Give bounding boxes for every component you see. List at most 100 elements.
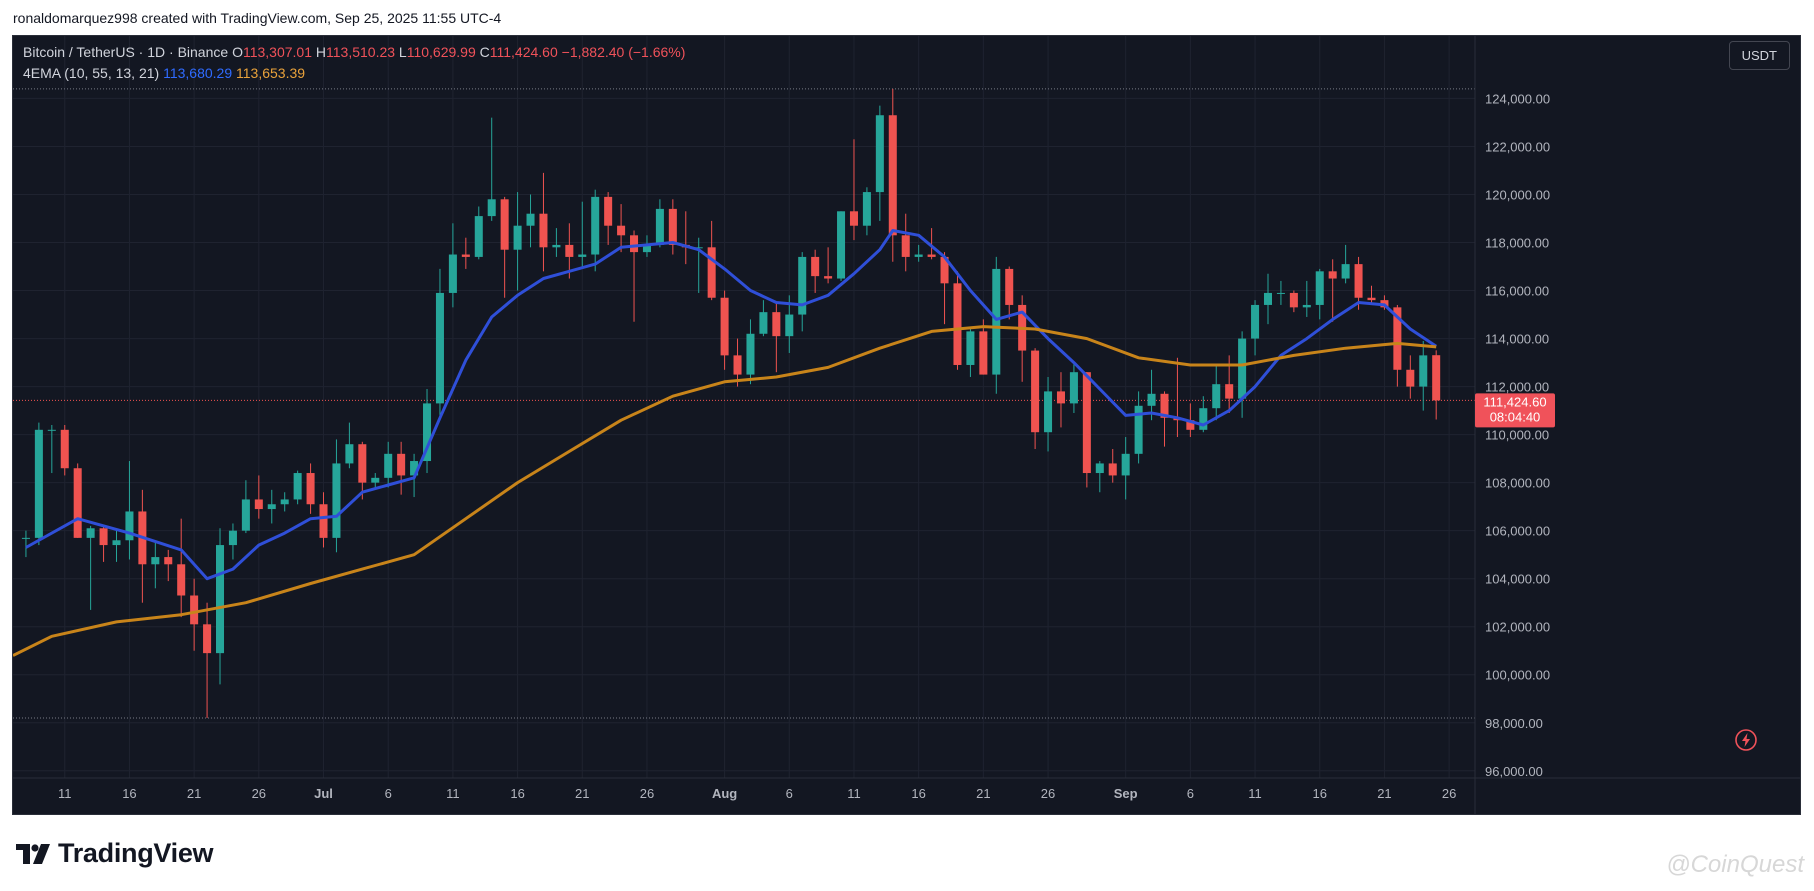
symbol-label[interactable]: Bitcoin / TetherUS · 1D · Binance [23, 44, 229, 60]
candle-body [966, 331, 975, 365]
candle-body [720, 297, 729, 356]
candle-body [992, 268, 1001, 375]
candle-body [1406, 369, 1415, 387]
candle-body [1044, 391, 1053, 433]
x-tick-label: 26 [1442, 786, 1456, 801]
candle-body [1031, 350, 1040, 433]
candle-body [215, 545, 225, 654]
candle-body [1432, 355, 1441, 401]
candle-body [500, 199, 509, 250]
x-tick-label: 26 [640, 786, 654, 801]
candle-body [604, 196, 613, 226]
high-label: H [315, 44, 326, 60]
open-label: O [232, 44, 243, 60]
candle-body [772, 312, 781, 337]
candle-body [707, 247, 716, 298]
candle-body [927, 254, 936, 257]
x-tick-label: 11 [847, 786, 861, 801]
candle-body [746, 333, 755, 375]
x-tick-label: 11 [446, 786, 460, 801]
candle-body [319, 504, 328, 538]
reference-lines [13, 88, 1475, 719]
candle-body [642, 244, 651, 253]
candle-body [125, 511, 134, 541]
ohlc-legend[interactable]: Bitcoin / TetherUS · 1D · Binance O113,3… [23, 44, 685, 60]
currency-button[interactable]: USDT [1728, 41, 1790, 70]
grid-layer [13, 36, 1475, 778]
candle-body [1186, 420, 1195, 430]
low-label: L [398, 44, 407, 60]
candle-body [1121, 453, 1130, 476]
candle-body [694, 247, 703, 249]
candle-body [34, 429, 43, 538]
ema-slow-line [13, 325, 1437, 657]
candle-body [1147, 393, 1156, 406]
candle-body [526, 213, 535, 226]
y-tick-label: 124,000.00 [1485, 91, 1550, 106]
x-tick-label: 11 [1248, 786, 1262, 801]
x-tick-label: 21 [575, 786, 589, 801]
candle-body [435, 292, 444, 404]
y-tick-label: 104,000.00 [1485, 572, 1550, 587]
candle-body [1393, 307, 1402, 370]
candle-body [47, 429, 56, 431]
x-tick-label: 6 [1187, 786, 1194, 801]
candle-body [384, 453, 393, 478]
y-tick-label: 116,000.00 [1485, 284, 1549, 299]
x-tick-label: 6 [786, 786, 793, 801]
tradingview-brand[interactable]: TradingView [16, 838, 214, 869]
candle-body [875, 115, 884, 193]
candle-body [410, 461, 419, 476]
candle-body [565, 244, 574, 257]
candle-body [914, 254, 923, 257]
candle-body [513, 225, 522, 250]
candle-body [1199, 408, 1208, 430]
y-tick-label: 110,000.00 [1485, 428, 1549, 443]
y-tick-label: 102,000.00 [1485, 620, 1550, 635]
x-axis[interactable]: 11 16 21 26 Jul 6 11 16 21 26 Aug 6 11 16 21 26 Sep 6 11 16… [13, 777, 1801, 801]
y-tick-label: 122,000.00 [1485, 139, 1550, 154]
x-tick-label: Jul [314, 786, 333, 801]
candle-body [798, 256, 807, 315]
candle-body [474, 216, 483, 257]
candle-body [1263, 292, 1273, 305]
candle-body [1328, 271, 1337, 279]
x-tick-label: 16 [510, 786, 524, 801]
candle-body [630, 235, 639, 253]
candle-body [1276, 292, 1285, 294]
chart-credit: ronaldomarquez998 created with TradingVi… [13, 10, 502, 26]
x-tick-label: 26 [1041, 786, 1055, 801]
y-tick-label: 112,000.00 [1485, 380, 1549, 395]
last-price-tag: 111,424.60 08:04:40 [1475, 393, 1555, 428]
candle-body [1134, 405, 1143, 454]
candle-body [461, 254, 470, 257]
candle-body [358, 444, 367, 483]
candle-body [1354, 264, 1363, 298]
indicator-name[interactable]: 4EMA (10, 55, 13, 21) [23, 65, 160, 81]
y-tick-label: 106,000.00 [1485, 524, 1550, 539]
x-tick-label: 11 [58, 786, 72, 801]
x-tick-label: 21 [187, 786, 201, 801]
candle-body [254, 499, 263, 510]
y-tick-label: 98,000.00 [1485, 716, 1543, 731]
price-chart[interactable]: 96,000.00 98,000.00 100,000.00 102,000.00 10… [13, 36, 1801, 815]
candle-body [164, 557, 173, 565]
x-tick-label: 21 [976, 786, 990, 801]
lightning-icon[interactable] [1734, 728, 1758, 752]
close-label: C [479, 44, 490, 60]
candle-body [1225, 384, 1234, 399]
x-tick-label: 21 [1377, 786, 1391, 801]
candle-body [371, 477, 380, 483]
candle-body [1212, 384, 1221, 409]
candle-body [1005, 268, 1014, 305]
y-axis[interactable]: 96,000.00 98,000.00 100,000.00 102,000.00 10… [1474, 36, 1550, 815]
tradingview-logo-icon [16, 843, 50, 864]
candle-body [1056, 391, 1065, 404]
candle-body [1302, 304, 1311, 308]
indicator-legend[interactable]: 4EMA (10, 55, 13, 21) 113,680.29 113,653… [23, 65, 305, 81]
chart-frame[interactable]: 96,000.00 98,000.00 100,000.00 102,000.00 10… [12, 35, 1801, 815]
y-tick-label: 118,000.00 [1485, 236, 1549, 251]
close-value: 111,424.60 [489, 44, 558, 60]
x-tick-label: Aug [712, 786, 737, 801]
watermark: @CoinQuest [1666, 851, 1804, 878]
